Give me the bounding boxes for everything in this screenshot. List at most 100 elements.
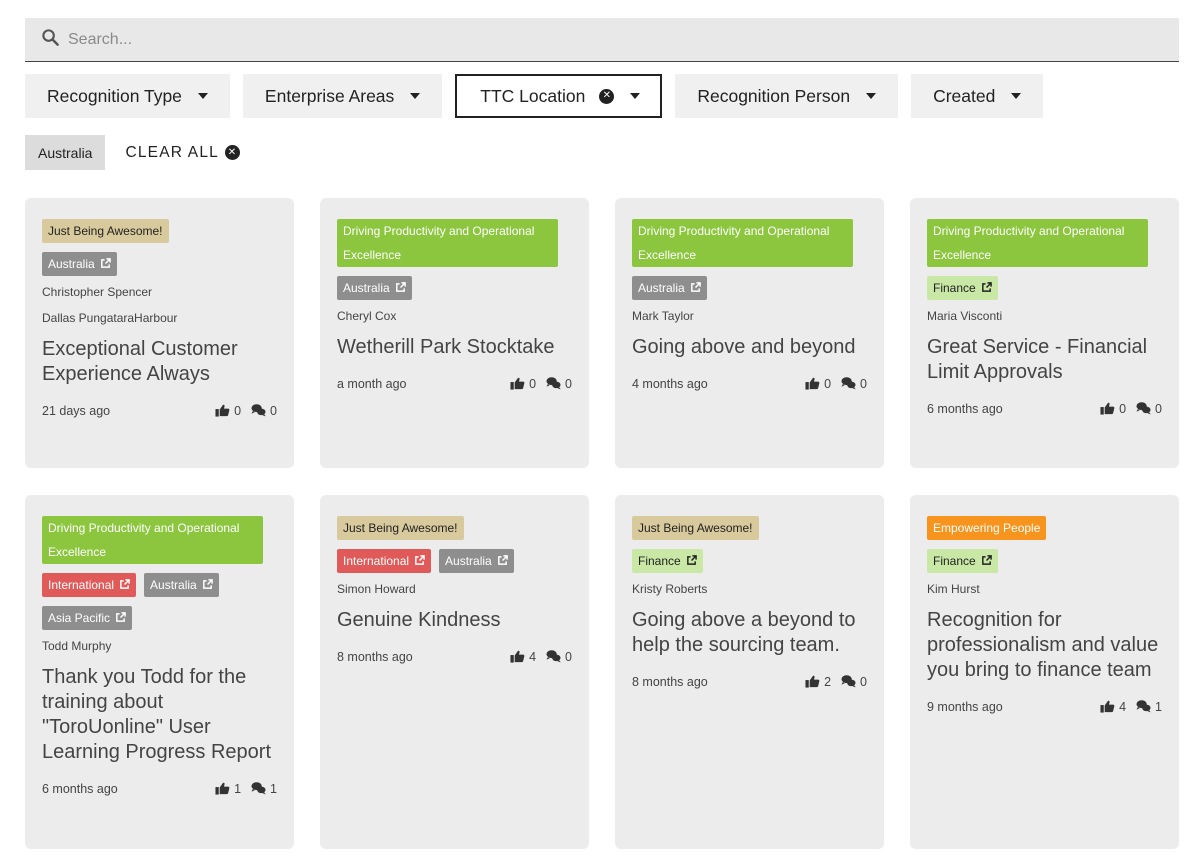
location-tags: Australia <box>632 276 867 309</box>
comment-button[interactable]: 1 <box>1136 699 1162 716</box>
comments-icon <box>1136 699 1155 716</box>
filter-enterprise-areas[interactable]: Enterprise Areas <box>242 74 443 118</box>
clear-filter-icon[interactable]: ✕ <box>599 88 615 104</box>
location-tag[interactable]: Finance <box>632 549 703 573</box>
recognition-card[interactable]: Driving Productivity and Operational Exc… <box>615 198 884 468</box>
comment-count: 0 <box>860 675 867 689</box>
like-count: 2 <box>824 675 832 689</box>
category-tags: Just Being Awesome! <box>42 219 277 252</box>
like-button[interactable]: 4 <box>1100 699 1126 716</box>
person-name[interactable]: Todd Murphy <box>42 639 112 653</box>
comment-button[interactable]: 0 <box>841 674 867 691</box>
location-tag[interactable]: Australia <box>632 276 707 300</box>
card-footer: 21 days ago 0 0 <box>42 403 277 419</box>
location-label: Finance <box>933 554 976 568</box>
external-link-icon <box>976 281 992 295</box>
location-tag[interactable]: Australia <box>42 252 117 276</box>
comment-button[interactable]: 0 <box>1136 401 1162 418</box>
thumbs-up-icon <box>805 376 824 393</box>
like-button[interactable]: 2 <box>805 674 831 691</box>
location-tag[interactable]: Finance <box>927 549 998 573</box>
card-title[interactable]: Great Service - Financial Limit Approval… <box>927 336 1148 383</box>
location-tag[interactable]: International <box>42 573 137 597</box>
comment-button[interactable]: 0 <box>841 376 867 393</box>
location-tag[interactable]: Australia <box>144 573 219 597</box>
location-tag[interactable]: Asia Pacific <box>42 606 133 630</box>
card-title[interactable]: Thank you Todd for the training about "T… <box>42 666 272 763</box>
external-link-icon <box>197 578 213 592</box>
category-tag[interactable]: Driving Productivity and Operational Exc… <box>337 219 558 267</box>
location-label: Finance <box>638 554 681 568</box>
card-title[interactable]: Recognition for professionalism and valu… <box>927 609 1159 681</box>
filter-ttc-location[interactable]: TTC Location ✕ <box>455 74 663 118</box>
comments-icon <box>841 674 860 691</box>
recognition-card[interactable]: Just Being Awesome! Finance Kristy Roberts… <box>615 495 884 849</box>
person-name[interactable]: Simon Howard <box>337 582 416 596</box>
comment-button[interactable]: 0 <box>251 403 277 420</box>
comment-button[interactable]: 0 <box>546 376 572 393</box>
category-tag[interactable]: Just Being Awesome! <box>632 516 759 540</box>
comment-button[interactable]: 1 <box>251 781 277 798</box>
comment-button[interactable]: 0 <box>546 649 572 666</box>
like-button[interactable]: 0 <box>510 376 536 393</box>
location-label: Australia <box>150 578 197 592</box>
person-name[interactable]: Mark Taylor <box>632 309 694 323</box>
comments-icon <box>546 649 565 666</box>
category-tag[interactable]: Just Being Awesome! <box>337 516 464 540</box>
search-input[interactable] <box>68 30 1068 49</box>
category-tag[interactable]: Driving Productivity and Operational Exc… <box>632 219 853 267</box>
recognition-card[interactable]: Just Being Awesome! International Australi… <box>320 495 589 849</box>
recognition-card[interactable]: Driving Productivity and Operational Exc… <box>25 495 294 849</box>
person-name[interactable]: Maria Visconti <box>927 309 1003 323</box>
filter-recognition-person[interactable]: Recognition Person <box>675 74 899 118</box>
person-name[interactable]: Kristy Roberts <box>632 582 708 596</box>
like-count: 4 <box>1119 700 1127 714</box>
location-label: International <box>343 554 410 568</box>
card-title[interactable]: Wetherill Park Stocktake <box>337 336 555 358</box>
category-tag[interactable]: Driving Productivity and Operational Exc… <box>42 516 263 564</box>
search-bar[interactable] <box>25 18 1179 62</box>
location-tag[interactable]: Australia <box>439 549 514 573</box>
timestamp: 4 months ago <box>632 377 708 391</box>
location-label: Finance <box>933 281 976 295</box>
recognition-card[interactable]: Empowering People Finance Kim Hurst Recogni… <box>910 495 1179 849</box>
close-circle-icon: ✕ <box>224 145 240 160</box>
recognition-card[interactable]: Just Being Awesome! Australia Christopher … <box>25 198 294 468</box>
like-button[interactable]: 0 <box>805 376 831 393</box>
like-button[interactable]: 0 <box>1100 401 1126 418</box>
filter-recognition-type[interactable]: Recognition Type <box>25 74 230 118</box>
external-link-icon <box>492 554 508 568</box>
card-stats: 2 0 <box>795 674 867 691</box>
location-label: Australia <box>445 554 492 568</box>
like-count: 0 <box>824 377 832 391</box>
like-button[interactable]: 4 <box>510 649 536 666</box>
card-title[interactable]: Genuine Kindness <box>337 609 501 631</box>
filter-created[interactable]: Created <box>911 74 1044 118</box>
caret-down-icon <box>866 93 877 99</box>
card-title[interactable]: Exceptional Customer Experience Always <box>42 338 238 385</box>
like-button[interactable]: 0 <box>215 403 241 420</box>
external-link-icon <box>95 257 111 271</box>
person-name[interactable]: Christopher Spencer <box>42 285 153 299</box>
location-tag[interactable]: Finance <box>927 276 998 300</box>
person-name[interactable]: Cheryl Cox <box>337 309 397 323</box>
recognition-card[interactable]: Driving Productivity and Operational Exc… <box>320 198 589 468</box>
person-name[interactable]: Dallas PungataraHarbour <box>42 311 178 325</box>
like-button[interactable]: 1 <box>215 781 241 798</box>
card-footer: 8 months ago 4 0 <box>337 649 572 665</box>
person-name[interactable]: Kim Hurst <box>927 582 980 596</box>
card-title[interactable]: Going above a beyond to help the sourcin… <box>632 609 856 656</box>
thumbs-up-icon <box>1100 699 1119 716</box>
recognition-card[interactable]: Driving Productivity and Operational Exc… <box>910 198 1179 468</box>
location-tags: International Australia Asia Pacific <box>42 573 277 639</box>
card-stats: 0 0 <box>205 403 277 420</box>
clear-all-button[interactable]: CLEAR ALL ✕ <box>125 144 240 162</box>
location-tag[interactable]: Australia <box>337 276 412 300</box>
clear-all-label: CLEAR ALL <box>125 143 219 161</box>
filter-chip-australia[interactable]: Australia <box>25 135 106 170</box>
category-tag[interactable]: Empowering People <box>927 516 1047 540</box>
location-tag[interactable]: International <box>337 549 432 573</box>
category-tag[interactable]: Just Being Awesome! <box>42 219 169 243</box>
category-tag[interactable]: Driving Productivity and Operational Exc… <box>927 219 1148 267</box>
card-title[interactable]: Going above and beyond <box>632 336 856 358</box>
